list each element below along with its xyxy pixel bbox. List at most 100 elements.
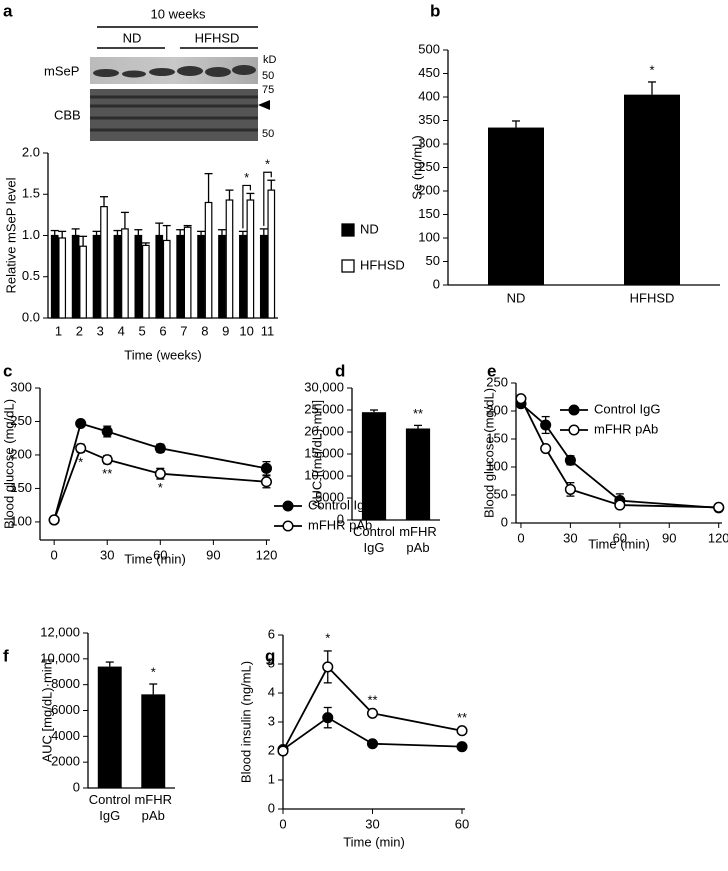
panel: f 0 2000 4000 6000 8000 10,000 12,000 AUC [mg/dL… bbox=[3, 624, 175, 823]
x-tick-label: 9 bbox=[222, 323, 229, 338]
y-tick-label: 150 bbox=[418, 206, 440, 221]
x-tick-label-box: mFHR pAb bbox=[399, 524, 437, 555]
y-axis-title: Se (ng/mL) bbox=[409, 135, 424, 199]
y-tick-label: 500 bbox=[418, 41, 440, 56]
point bbox=[564, 483, 576, 495]
bar bbox=[259, 234, 268, 319]
y-tick-label: 100 bbox=[486, 458, 508, 473]
y-tick-label: 350 bbox=[418, 112, 440, 127]
y-tick-label: 200 bbox=[10, 446, 32, 461]
panel-letter: c bbox=[3, 361, 12, 380]
x-tick-label: Control IgG bbox=[353, 524, 395, 555]
y-tick-label: 50 bbox=[426, 253, 440, 268]
y-axis-title: Blood glucose (mg/dL) bbox=[1, 399, 16, 529]
y-tick-label: 0 bbox=[501, 514, 508, 529]
bar bbox=[97, 666, 122, 788]
x-tick-label: 90 bbox=[662, 530, 676, 545]
point bbox=[101, 454, 113, 466]
y-tick-label: 250 bbox=[10, 413, 32, 428]
y-axis-title: Blood glucose (mg/dL) bbox=[481, 388, 496, 518]
point bbox=[322, 712, 334, 724]
y-tick-label: 5000 bbox=[315, 489, 344, 504]
y-tick-label: 0 bbox=[433, 276, 440, 291]
x-tick-label: 8 bbox=[201, 323, 208, 338]
annotation: * bbox=[151, 664, 156, 679]
x-tick-label-box: Control IgG bbox=[88, 792, 131, 823]
point bbox=[366, 738, 379, 750]
x-tick-label: 30 bbox=[100, 547, 114, 562]
panel-letter: a bbox=[3, 1, 13, 20]
y-tick-label: 12,000 bbox=[40, 624, 80, 639]
y-tick-label: 100 bbox=[418, 229, 440, 244]
bar bbox=[100, 206, 108, 319]
x-tick-label: 1 bbox=[55, 323, 62, 338]
y-tick-label: 300 bbox=[10, 379, 32, 394]
bar bbox=[239, 234, 247, 319]
bar bbox=[58, 237, 67, 319]
annotation: * bbox=[325, 630, 330, 645]
point bbox=[322, 661, 334, 673]
panel: a 0.0 0.5 1.0 1.5 2.0 Relative mSeP level Time … bbox=[3, 1, 405, 362]
bar bbox=[121, 228, 129, 319]
point bbox=[75, 417, 87, 430]
y-tick-label: 6000 bbox=[51, 702, 80, 717]
panel: g 0 1 2 3 4 5 6 Blood insulin (ng/mL) Time (min) 0… bbox=[238, 626, 469, 849]
legend-marker bbox=[568, 424, 580, 436]
annotation: * bbox=[78, 455, 83, 470]
x-tick-label: 60 bbox=[153, 547, 167, 562]
y-tick-label: 150 bbox=[10, 480, 32, 495]
significance-bracket bbox=[242, 184, 251, 229]
panel-letter: f bbox=[3, 646, 9, 665]
annotation: * bbox=[244, 170, 249, 185]
point bbox=[366, 707, 379, 719]
bar bbox=[624, 94, 680, 286]
x-tick-label: 0 bbox=[51, 547, 58, 562]
y-tick-label: 2 bbox=[268, 742, 275, 757]
annotation: ** bbox=[413, 406, 423, 421]
y-tick-label: 200 bbox=[418, 182, 440, 197]
annotation: * bbox=[158, 480, 163, 495]
y-tick-label: 3 bbox=[268, 713, 275, 728]
y-tick-label: 100 bbox=[10, 513, 32, 528]
x-tick-label-box: Control IgG bbox=[353, 524, 395, 555]
x-tick-label: HFHSD bbox=[630, 290, 675, 305]
legend-label: HFHSD bbox=[360, 257, 405, 272]
bar bbox=[162, 239, 171, 319]
y-tick-label: 15,000 bbox=[304, 445, 344, 460]
point bbox=[614, 499, 626, 511]
point bbox=[713, 501, 725, 513]
y-tick-label: 1 bbox=[268, 771, 275, 786]
blot-marker: 75 bbox=[262, 84, 274, 96]
y-tick-label: 10,000 bbox=[304, 467, 344, 482]
point bbox=[277, 745, 289, 757]
x-tick-label: 0 bbox=[517, 530, 524, 545]
x-tick-label: 60 bbox=[613, 530, 627, 545]
y-tick-label: 4000 bbox=[51, 728, 80, 743]
bar bbox=[218, 234, 226, 319]
panel: d 0 5000 10,000 15,000 20,000 25,000 30,000 AUC … bbox=[304, 361, 440, 555]
x-tick-label: Control IgG bbox=[88, 792, 131, 823]
y-tick-label: 0.5 bbox=[22, 268, 40, 283]
x-tick-label: ND bbox=[507, 290, 526, 305]
legend-marker bbox=[282, 500, 294, 512]
blot-unit: kD bbox=[263, 54, 277, 66]
line bbox=[282, 716, 463, 751]
annotation: ** bbox=[367, 693, 377, 708]
point bbox=[456, 741, 468, 753]
bar bbox=[79, 245, 87, 319]
point bbox=[75, 442, 87, 454]
arrow bbox=[258, 100, 270, 110]
blot-row-label: mSeP bbox=[44, 63, 79, 78]
point bbox=[260, 462, 273, 474]
line bbox=[282, 665, 463, 752]
bar bbox=[141, 694, 166, 788]
x-tick-label: 6 bbox=[159, 323, 166, 338]
point bbox=[456, 725, 468, 737]
y-tick-label: 2.0 bbox=[22, 144, 40, 159]
x-tick-label: 0 bbox=[279, 816, 286, 831]
bar bbox=[71, 234, 80, 319]
annotation: ** bbox=[457, 710, 467, 725]
